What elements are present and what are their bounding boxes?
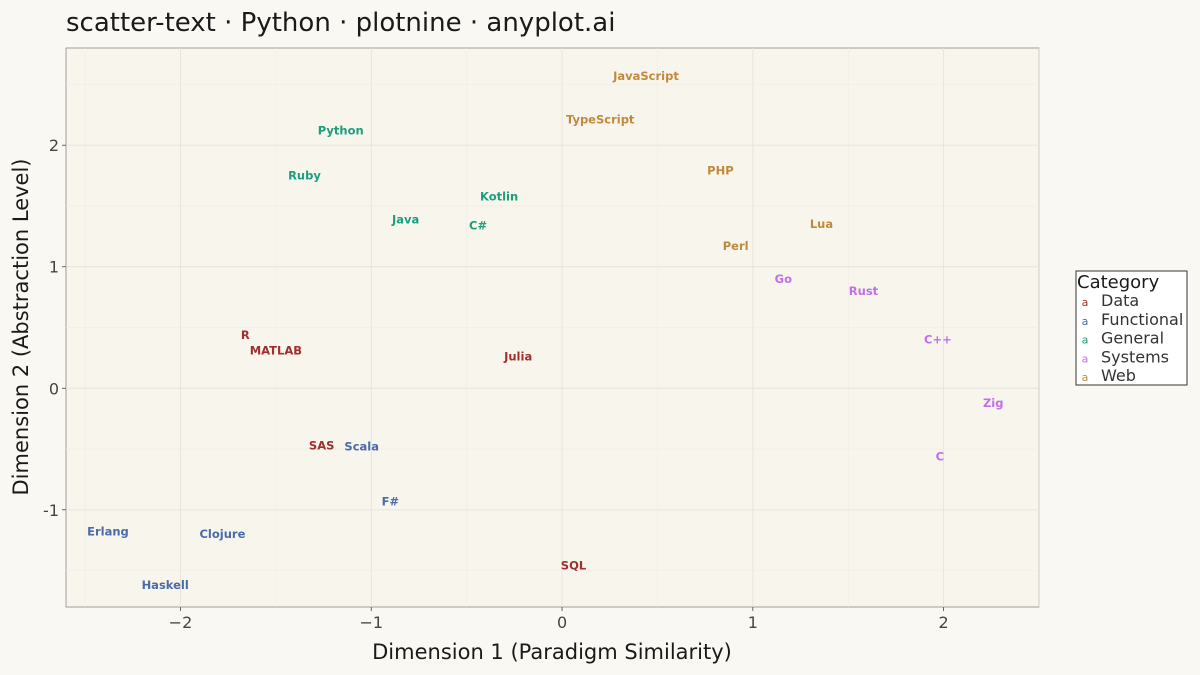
point-label-java-general: Java (391, 212, 419, 226)
legend-key-general: a (1082, 334, 1089, 347)
legend-key-data: a (1082, 296, 1089, 309)
point-label-sas-data: SAS (309, 438, 334, 452)
point-label-zig-systems: Zig (983, 396, 1004, 410)
grid-lines (66, 48, 1040, 607)
point-label-r-data: R (241, 328, 250, 342)
x-tick-label: 0 (557, 613, 567, 632)
point-label-python-general: Python (318, 124, 364, 138)
point-label-go-systems: Go (775, 272, 792, 286)
point-label-c--general: C# (469, 218, 487, 232)
legend-label-data: Data (1101, 291, 1139, 310)
x-tick-label: −1 (359, 613, 383, 632)
point-label-c-systems: C (936, 449, 944, 463)
x-tick-label: 1 (748, 613, 758, 632)
chart-title: scatter-text · Python · plotnine · anypl… (66, 8, 615, 38)
legend-box (1075, 270, 1188, 386)
text-points: JavaScript TypeScript PHP Lua Perl Python Ruby… (87, 69, 1003, 592)
point-label-sql-data: SQL (561, 559, 587, 573)
point-label-erlang-functional: Erlang (87, 525, 129, 539)
point-label-clojure-functional: Clojure (199, 527, 245, 541)
y-tick-label: 0 (49, 379, 59, 398)
point-label-php-web: PHP (707, 164, 733, 178)
point-label-kotlin-general: Kotlin (480, 189, 518, 203)
point-label-ruby-general: Ruby (288, 169, 321, 183)
legend-label-functional: Functional (1101, 310, 1183, 329)
point-label-javascript-web: JavaScript (612, 69, 679, 83)
point-label-matlab-data: MATLAB (250, 344, 302, 358)
y-tick-label: 1 (49, 258, 59, 277)
legend-key-functional: a (1082, 315, 1089, 328)
point-label-c--systems: C++ (924, 333, 952, 347)
x-tick-label: −2 (169, 613, 193, 632)
x-tick-label: 2 (939, 613, 949, 632)
point-label-f--functional: F# (382, 494, 400, 508)
legend-label-web: Web (1101, 366, 1136, 385)
x-axis-ticks: −2 −1 0 1 2 (169, 607, 949, 632)
point-label-lua-web: Lua (810, 217, 833, 231)
point-label-rust-systems: Rust (849, 284, 879, 298)
legend-title: Category (1077, 272, 1160, 293)
legend-key-systems: a (1082, 352, 1089, 365)
legend-label-systems: Systems (1101, 347, 1169, 366)
y-tick-label: -1 (43, 501, 59, 520)
legend-label-general: General (1101, 329, 1164, 348)
point-label-haskell-functional: Haskell (142, 578, 189, 592)
y-axis-ticks: -1 0 1 2 (43, 136, 66, 520)
y-tick-label: 2 (49, 136, 59, 155)
legend-key-web: a (1082, 371, 1089, 384)
point-label-scala-functional: Scala (344, 440, 379, 454)
x-axis-title: Dimension 1 (Paradigm Similarity) (372, 640, 732, 664)
point-label-perl-web: Perl (723, 239, 749, 253)
point-label-typescript-web: TypeScript (566, 113, 635, 127)
point-label-julia-data: Julia (503, 350, 532, 364)
y-axis-title: Dimension 2 (Abstraction Level) (9, 159, 33, 496)
